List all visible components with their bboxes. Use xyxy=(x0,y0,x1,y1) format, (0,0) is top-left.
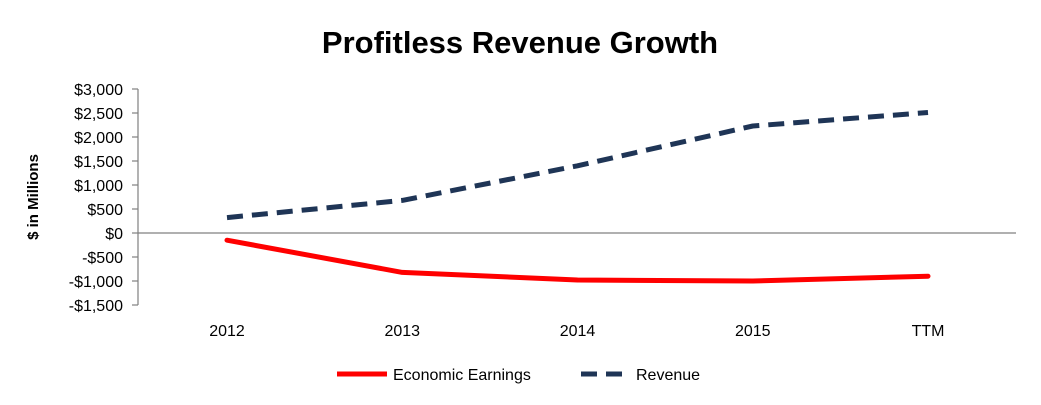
y-tick-label: $2,500 xyxy=(74,106,123,123)
y-tick-label: $3,000 xyxy=(74,82,123,99)
legend-label: Economic Earnings xyxy=(393,367,531,384)
y-tick-label: $0 xyxy=(105,226,123,243)
y-tick-label: $2,000 xyxy=(74,130,123,147)
series-line-economic-earnings xyxy=(224,237,931,284)
y-axis-label: $ in Millions xyxy=(25,154,42,240)
y-tick-label: $1,000 xyxy=(74,178,123,195)
y-tick-label: $1,500 xyxy=(74,154,123,171)
chart-legend: Economic Earnings Revenue xyxy=(337,367,700,384)
chart-series xyxy=(224,110,931,284)
x-tick-label: TTM xyxy=(912,323,945,340)
y-tick-label: -$500 xyxy=(82,250,123,267)
y-axis-ticks: $3,000 $2,500 $2,000 $1,500 $1,000 $500 $0 -$50… xyxy=(69,82,138,315)
x-tick-label: 2014 xyxy=(560,323,596,340)
y-tick-label: $500 xyxy=(87,202,123,219)
series-line-revenue xyxy=(226,110,929,221)
legend-label: Revenue xyxy=(636,367,700,384)
chart-title: Profitless Revenue Growth xyxy=(322,25,718,60)
x-tick-label: 2012 xyxy=(209,323,245,340)
x-tick-label: 2013 xyxy=(384,323,420,340)
y-tick-label: -$1,000 xyxy=(69,274,123,291)
y-tick-label: -$1,500 xyxy=(69,298,123,315)
x-tick-label: 2015 xyxy=(735,323,771,340)
x-axis-ticks: 2012 2013 2014 2015 TTM xyxy=(209,323,944,340)
